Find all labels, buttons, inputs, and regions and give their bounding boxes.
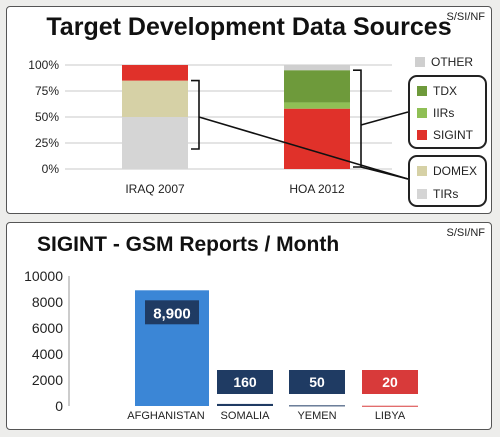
legend-label-tirs: TIRs <box>433 187 459 201</box>
legend-item-iirs: IIRs <box>417 105 454 121</box>
y-tick-label: 6000 <box>32 320 63 336</box>
legend-swatch-sigint <box>417 130 427 140</box>
data-label-libya: 20 <box>382 374 398 390</box>
bar-segment-hoa-2012-tdx <box>284 70 350 103</box>
gsm-reports-panel: SIGINT - GSM Reports / Month S/SI/NF 100… <box>6 222 492 430</box>
y-tick-label: 0% <box>42 162 60 176</box>
x-tick-label: AFGHANISTAN <box>127 410 204 422</box>
legend-swatch-other <box>415 57 425 67</box>
legend-item-other: OTHER <box>415 54 473 70</box>
x-tick-label: LIBYA <box>375 410 406 422</box>
data-label-box-yemen <box>289 370 345 394</box>
y-tick-label: 8000 <box>32 294 63 310</box>
bar-libya <box>362 405 418 407</box>
bar-segment-iraq-2007-sigint <box>122 65 188 81</box>
y-tick-label: 100% <box>28 58 59 72</box>
callout-line-hoa <box>360 111 409 126</box>
legend-item-domex: DOMEX <box>417 163 477 179</box>
legend-label-sigint: SIGINT <box>433 128 474 142</box>
y-tick-label: 4000 <box>32 346 63 362</box>
legend-item-sigint: SIGINT <box>417 127 473 143</box>
data-label-somalia: 160 <box>233 374 257 390</box>
legend-group-other-sources: DOMEX TIRs <box>408 155 487 207</box>
data-label-box-libya <box>362 370 418 394</box>
gsm-bar-chart: 10000 8000 6000 4000 2000 0 8,900 AFGHANISTAN 16… <box>24 268 418 422</box>
legend-swatch-domex <box>417 166 427 176</box>
x-tick-label: YEMEN <box>297 410 336 422</box>
x-tick-label: IRAQ 2007 <box>125 182 185 196</box>
y-tick-label: 2000 <box>32 372 63 388</box>
bracket-hoa <box>353 69 362 168</box>
data-label-yemen: 50 <box>309 374 325 390</box>
legend-item-tirs: TIRs <box>417 186 458 202</box>
legend-item-tdx: TDX <box>417 83 457 99</box>
callout-line-hoa-2 <box>360 166 409 180</box>
callout-line-iraq <box>198 116 409 180</box>
bracket-iraq <box>191 79 200 150</box>
data-sources-title: Target Development Data Sources <box>46 13 452 41</box>
legend-group-sigint-sources: TDX IIRs SIGINT <box>408 75 487 149</box>
stacked-bar-chart: 100% 75% 50% 25% 0% IRAQ 2007 HOA 2012 <box>28 58 409 196</box>
bar-somalia <box>217 403 273 406</box>
classification-mark-bottom: S/SI/NF <box>446 227 485 239</box>
bar-segment-hoa-2012-iirs <box>284 102 350 109</box>
data-sources-panel: Target Development Data Sources S/SI/NF … <box>6 6 492 214</box>
y-tick-label: 25% <box>35 136 59 150</box>
bar-segment-hoa-2012-sigint <box>284 108 350 169</box>
y-tick-label: 50% <box>35 110 59 124</box>
data-label-box-afghanistan <box>145 300 199 325</box>
bar-segment-hoa-2012-other <box>284 65 350 71</box>
bar-segment-iraq-2007-tirs <box>122 117 188 169</box>
legend-label-iirs: IIRs <box>433 106 455 120</box>
bar-yemen <box>289 405 345 407</box>
data-label-box-somalia <box>217 370 273 394</box>
data-label-afghanistan: 8,900 <box>153 305 191 322</box>
bar-segment-iraq-2007-domex <box>122 80 188 117</box>
classification-mark: S/SI/NF <box>446 11 485 23</box>
y-tick-label: 0 <box>55 398 63 414</box>
legend-swatch-tirs <box>417 189 427 199</box>
legend-label-domex: DOMEX <box>433 164 478 178</box>
legend-label-other: OTHER <box>431 55 473 69</box>
legend-label-tdx: TDX <box>433 84 457 98</box>
legend-swatch-iirs <box>417 108 427 118</box>
gsm-reports-title: SIGINT - GSM Reports / Month <box>37 233 340 256</box>
y-tick-label: 75% <box>35 84 59 98</box>
legend-swatch-tdx <box>417 86 427 96</box>
x-tick-label: SOMALIA <box>221 410 271 422</box>
x-tick-label: HOA 2012 <box>289 182 345 196</box>
y-tick-label: 10000 <box>24 268 63 284</box>
